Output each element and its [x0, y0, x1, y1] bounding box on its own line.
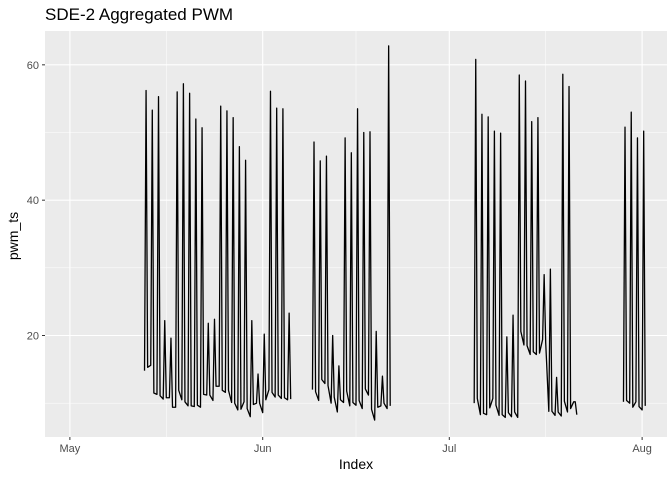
x-tick-label: May: [59, 443, 80, 455]
series-line: [622, 111, 646, 411]
x-tick-label: Jul: [442, 443, 456, 455]
x-tick-label: Aug: [632, 443, 652, 455]
series-layer: [143, 45, 646, 421]
y-tick-label: 60: [27, 60, 39, 72]
series-line: [311, 45, 391, 421]
y-tick-label: 20: [27, 331, 39, 343]
x-axis: May Jun Jul Aug: [59, 437, 652, 455]
y-tick-label: 40: [27, 195, 39, 207]
x-axis-title: Index: [339, 456, 373, 472]
y-axis: 20 40 60: [27, 60, 45, 343]
series-line: [143, 83, 292, 418]
series-line: [473, 58, 578, 419]
x-tick-label: Jun: [254, 443, 272, 455]
y-axis-title: pwm_ts: [5, 212, 21, 260]
chart-title: SDE-2 Aggregated PWM: [45, 5, 233, 24]
